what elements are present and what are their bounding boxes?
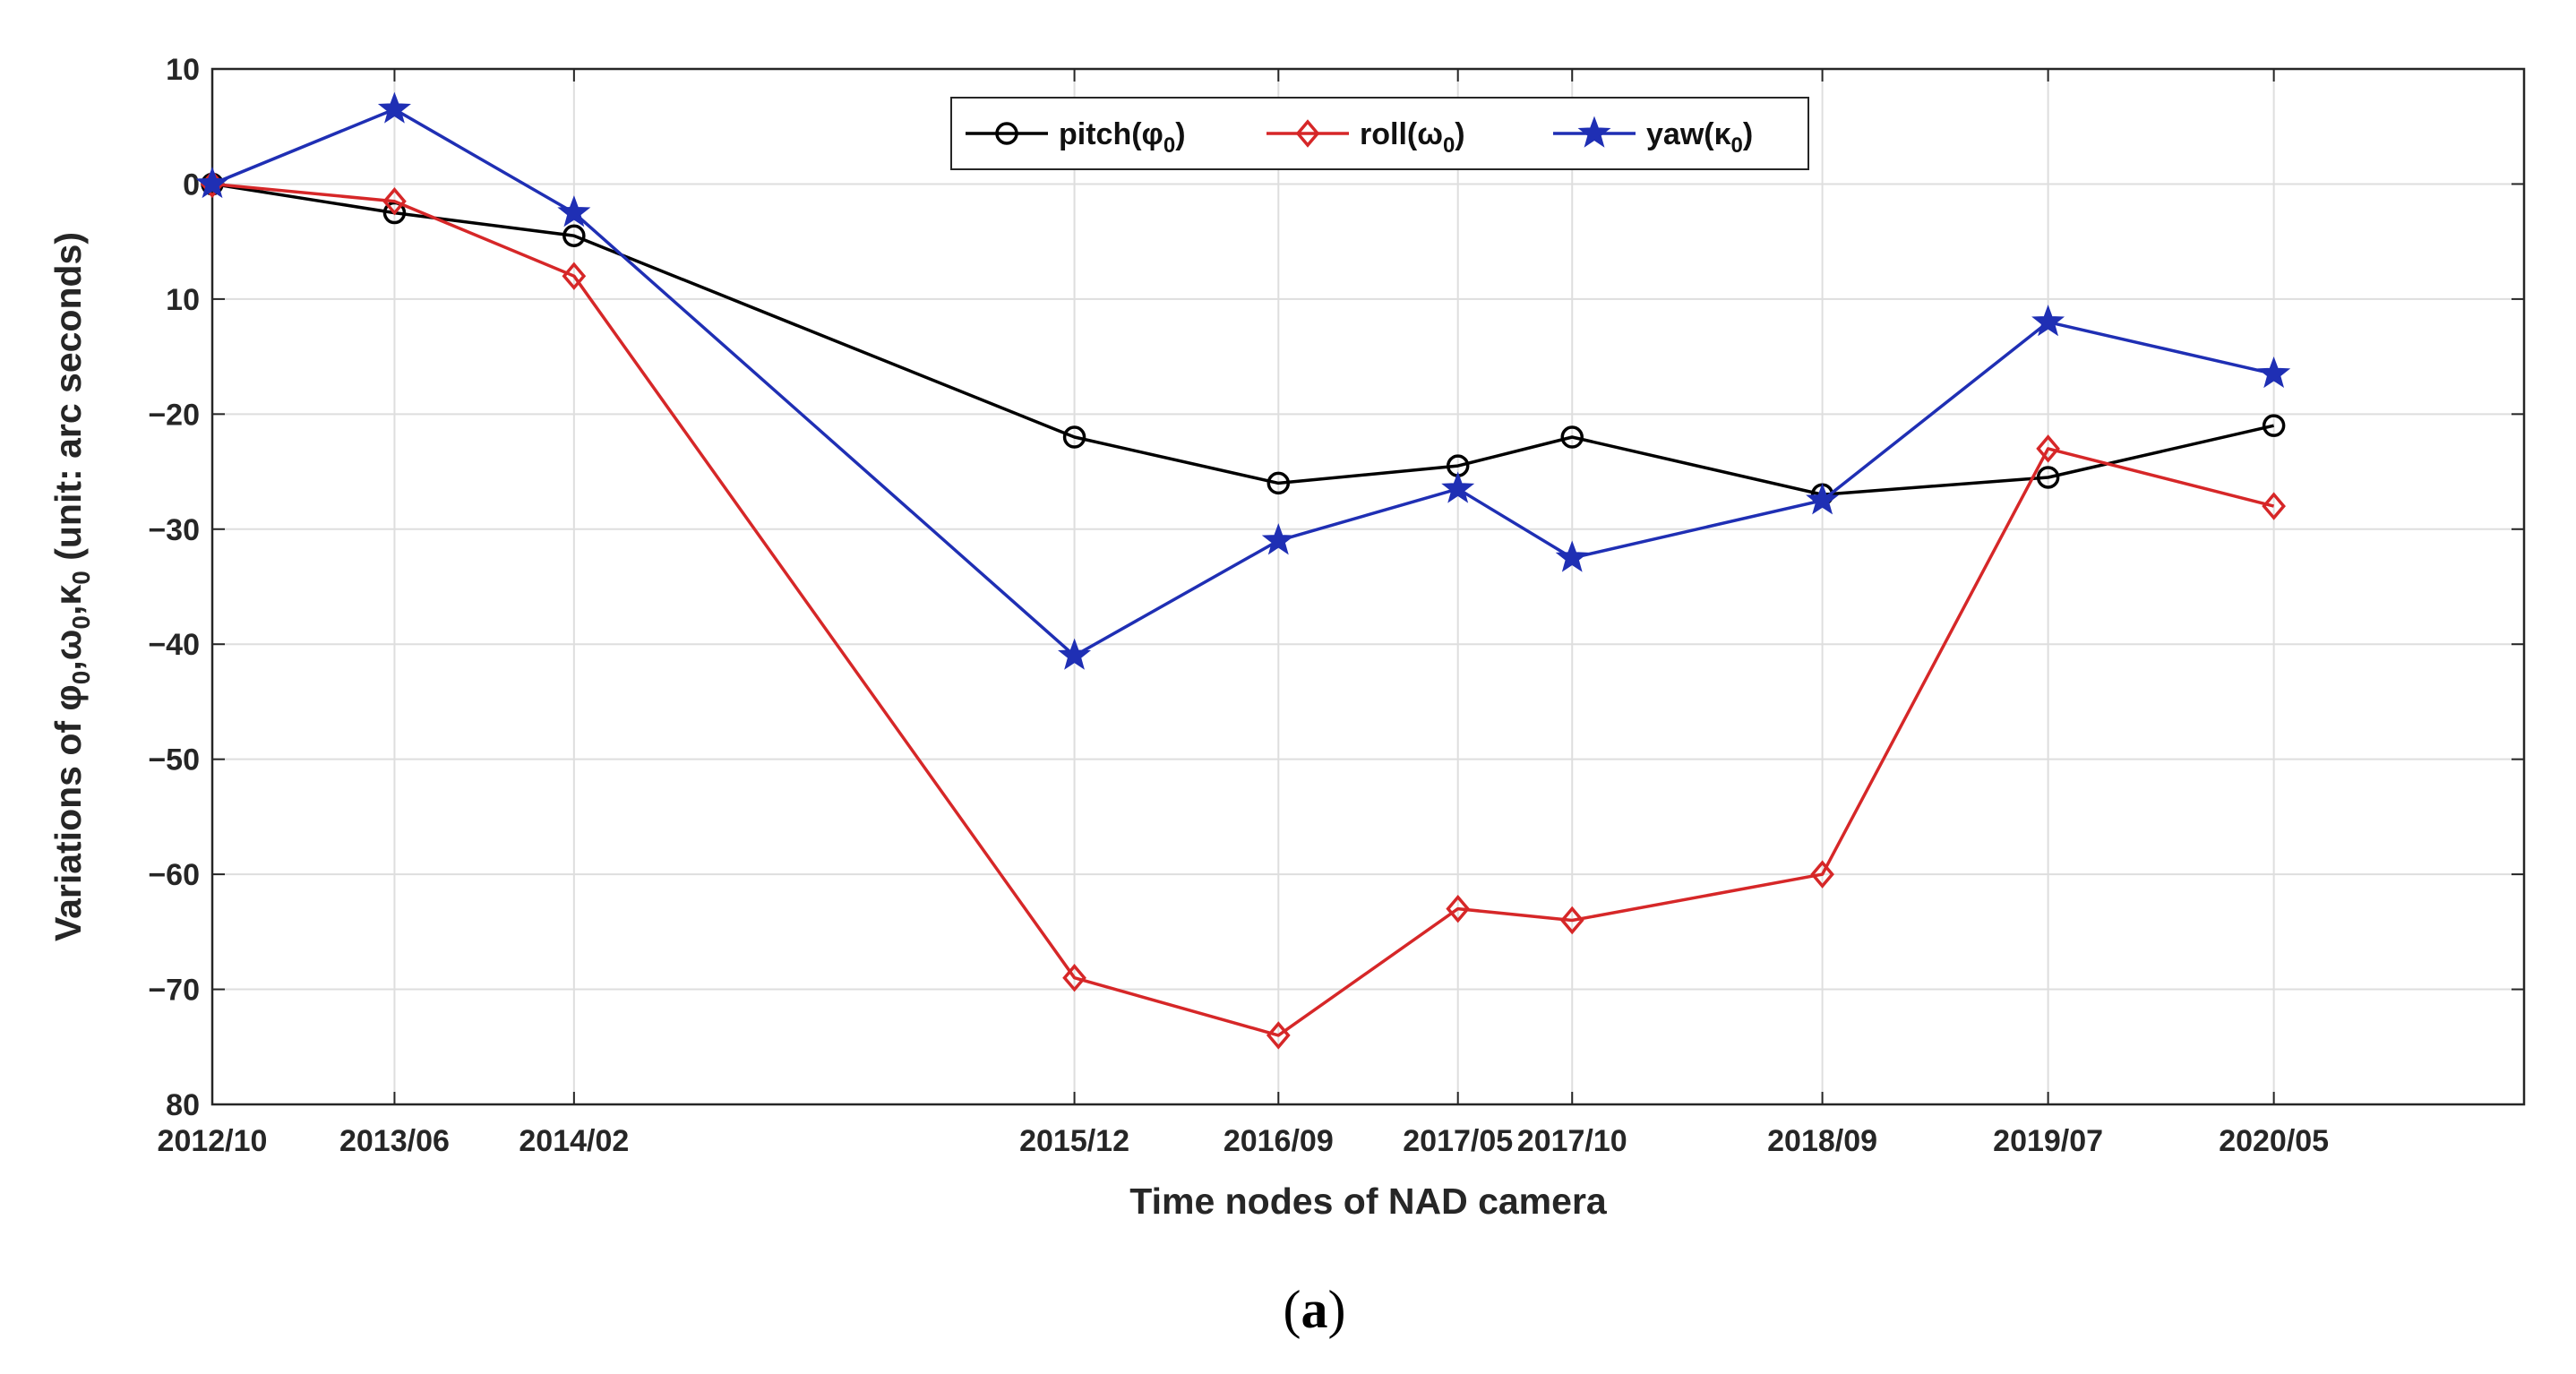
x-tick-label: 2019/07 <box>1993 1124 2103 1158</box>
data-point-star <box>1555 540 1589 572</box>
data-point-circle <box>2262 414 2286 437</box>
legend-label-close: ) <box>1743 117 1753 151</box>
y-axis-title-kappa: κ <box>47 585 89 605</box>
legend-label-main: pitch(φ <box>1059 117 1163 151</box>
panel-label-close: ) <box>1328 1280 1346 1339</box>
legend-label: roll(ω0) <box>1360 117 1465 158</box>
x-tick-label: 2020/05 <box>2219 1124 2329 1158</box>
y-tick-label: 10 <box>166 283 200 317</box>
data-point-star <box>1441 471 1475 503</box>
data-point-diamond <box>1559 906 1584 935</box>
axes-box <box>210 67 2526 1106</box>
y-tick-label: −40 <box>148 628 200 662</box>
y-tick-label: 80 <box>166 1088 200 1122</box>
panel-label-letter: a <box>1301 1280 1328 1339</box>
x-axis-title: Time nodes of NAD camera <box>1129 1181 1608 1222</box>
y-tick-label: −30 <box>148 513 200 547</box>
data-point-diamond <box>382 187 407 216</box>
series-2 <box>195 91 2291 670</box>
legend-label-main: roll(ω <box>1360 117 1443 151</box>
legend-label-main: yaw(κ <box>1646 117 1731 151</box>
x-tick-label: 2012/10 <box>158 1124 268 1158</box>
data-point-diamond <box>1266 1021 1291 1050</box>
data-point-star <box>377 91 411 124</box>
legend-label-close: ) <box>1455 117 1464 151</box>
y-axis-title-prefix: Variations of <box>47 711 89 941</box>
data-point-circle <box>995 122 1018 145</box>
data-point-star <box>1261 523 1295 555</box>
data-point-diamond <box>562 262 587 290</box>
data-point-circle <box>2036 466 2060 489</box>
y-axis-title-suffix: (unit: arc seconds) <box>47 232 89 571</box>
y-axis-title-sub: 0 <box>67 571 95 585</box>
data-point-diamond <box>2262 492 2286 520</box>
legend-label-sub: 0 <box>1163 133 1175 158</box>
data-point-diamond <box>1810 860 1834 889</box>
y-tick-label: −60 <box>148 858 200 892</box>
y-axis-title: Variations of φ0,ω0,κ0 (unit: arc second… <box>47 232 95 941</box>
legend-box <box>950 97 1809 170</box>
legend-label-close: ) <box>1175 117 1185 151</box>
data-point-diamond <box>2036 434 2060 463</box>
legend-entry-1: roll(ω0) <box>1267 117 1465 158</box>
series-line <box>211 182 2275 1037</box>
y-tick-label: 0 <box>183 167 200 202</box>
legend-entry-0: pitch(φ0) <box>966 117 1186 158</box>
y-axis-title-sub: 0 <box>67 671 95 685</box>
y-axis-title-sub: 0 <box>67 615 95 630</box>
legend-label: yaw(κ0) <box>1646 117 1753 158</box>
x-tick-label: 2017/10 <box>1517 1124 1627 1158</box>
data-point-circle <box>1062 425 1086 449</box>
panel-label-open: ( <box>1284 1280 1301 1339</box>
y-axis-title-omega: ω <box>47 630 89 661</box>
x-tick-label: 2014/02 <box>519 1124 629 1158</box>
legend-label-sub: 0 <box>1443 133 1455 158</box>
data-point-star <box>1577 116 1611 148</box>
x-tick-label: 2018/09 <box>1767 1124 1877 1158</box>
data-point-circle <box>1560 425 1584 449</box>
data-point-star <box>1058 638 1092 670</box>
data-point-star <box>2257 356 2291 389</box>
legend-label: pitch(φ0) <box>1059 117 1186 158</box>
grid-layer <box>212 69 2524 1104</box>
data-point-circle <box>562 224 586 247</box>
legend: pitch(φ0) roll(ω0) yaw(κ0) <box>950 97 1809 170</box>
y-tick-label: −70 <box>148 974 200 1008</box>
series-line <box>211 107 2274 657</box>
x-tick-label: 2013/06 <box>339 1124 450 1158</box>
y-axis-title-comma: , <box>47 660 89 670</box>
y-axis-title-phi: φ <box>47 684 89 710</box>
data-point-circle <box>1267 471 1291 495</box>
data-point-star <box>195 166 229 199</box>
plot-area <box>212 69 2524 1104</box>
panel-label: (a) <box>1284 1280 1346 1339</box>
data-point-star <box>557 195 591 228</box>
data-point-diamond <box>1295 119 1320 148</box>
y-tick-label: −50 <box>148 743 200 777</box>
x-tick-label: 2015/12 <box>1019 1124 1129 1158</box>
legend-label-sub: 0 <box>1731 133 1743 158</box>
series-layer <box>195 91 2291 1050</box>
x-tick-label: 2017/05 <box>1403 1124 1513 1158</box>
data-point-star <box>1806 483 1840 515</box>
data-point-star <box>2031 305 2065 337</box>
y-tick-label: 10 <box>166 53 200 87</box>
data-point-diamond <box>1446 894 1471 923</box>
y-axis-title-comma: , <box>47 605 89 615</box>
y-tick-label: −20 <box>148 398 200 432</box>
legend-entry-2: yaw(κ0) <box>1553 116 1753 158</box>
series-line <box>211 182 2274 496</box>
data-point-diamond <box>1062 964 1086 992</box>
x-tick-label: 2016/09 <box>1224 1124 1334 1158</box>
